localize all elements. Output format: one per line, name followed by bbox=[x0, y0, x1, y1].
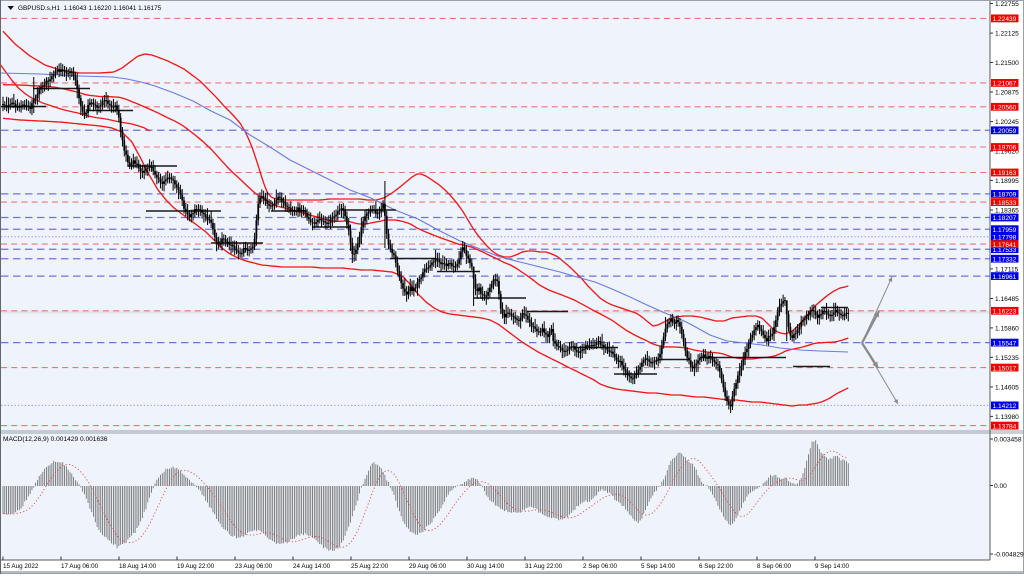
svg-text:19 Aug 22:00: 19 Aug 22:00 bbox=[177, 563, 215, 570]
svg-text:2 Sep 06:00: 2 Sep 06:00 bbox=[583, 563, 617, 570]
svg-text:1.18995: 1.18995 bbox=[995, 178, 1019, 185]
svg-text:1.17332: 1.17332 bbox=[993, 256, 1017, 263]
svg-text:1.15860: 1.15860 bbox=[995, 326, 1019, 333]
svg-text:1.22439: 1.22439 bbox=[993, 16, 1017, 23]
svg-text:1.17798: 1.17798 bbox=[993, 234, 1017, 241]
svg-text:17 Aug 06:00: 17 Aug 06:00 bbox=[61, 563, 99, 570]
svg-text:1.13784: 1.13784 bbox=[993, 423, 1017, 430]
svg-text:1.16961: 1.16961 bbox=[993, 274, 1017, 281]
svg-text:1.20059: 1.20059 bbox=[993, 128, 1017, 135]
svg-text:1.20560: 1.20560 bbox=[993, 105, 1017, 112]
svg-text:1.19163: 1.19163 bbox=[993, 170, 1017, 177]
svg-text:1.17641: 1.17641 bbox=[993, 242, 1017, 249]
svg-text:1.18207: 1.18207 bbox=[993, 215, 1017, 222]
svg-text:31 Aug 22:00: 31 Aug 22:00 bbox=[525, 563, 563, 570]
svg-text:1.19706: 1.19706 bbox=[993, 145, 1017, 152]
svg-text:1.21500: 1.21500 bbox=[995, 60, 1019, 67]
svg-text:1.16223: 1.16223 bbox=[993, 309, 1017, 316]
svg-text:1.21067: 1.21067 bbox=[993, 81, 1017, 88]
svg-text:GBPUSD.s,H1 1.16043 1.16220 1: GBPUSD.s,H1 1.16043 1.16220 1.16041 1.16… bbox=[18, 5, 162, 12]
svg-text:-0.004829: -0.004829 bbox=[994, 552, 1024, 559]
svg-text:1.15235: 1.15235 bbox=[995, 355, 1019, 362]
svg-text:1.13980: 1.13980 bbox=[995, 414, 1019, 421]
svg-text:1.14212: 1.14212 bbox=[993, 403, 1017, 410]
svg-text:1.20245: 1.20245 bbox=[995, 119, 1019, 126]
svg-text:0.003458: 0.003458 bbox=[994, 437, 1022, 444]
svg-text:MACD(12,26,9) 0.001429 0.00163: MACD(12,26,9) 0.001429 0.001636 bbox=[3, 436, 108, 443]
svg-text:1.20875: 1.20875 bbox=[995, 90, 1019, 97]
svg-text:30 Aug 14:00: 30 Aug 14:00 bbox=[467, 563, 505, 570]
svg-text:1.15547: 1.15547 bbox=[993, 340, 1017, 347]
svg-text:1.17115: 1.17115 bbox=[995, 267, 1019, 274]
svg-text:1.22125: 1.22125 bbox=[995, 31, 1019, 38]
svg-text:9 Sep 14:00: 9 Sep 14:00 bbox=[815, 563, 849, 570]
svg-text:24 Aug 14:00: 24 Aug 14:00 bbox=[293, 563, 331, 570]
svg-text:1.18709: 1.18709 bbox=[993, 192, 1017, 199]
svg-text:18 Aug 14:00: 18 Aug 14:00 bbox=[119, 563, 157, 570]
svg-text:1.22755: 1.22755 bbox=[995, 1, 1019, 8]
svg-text:1.14605: 1.14605 bbox=[995, 385, 1019, 392]
svg-text:1.18365: 1.18365 bbox=[995, 208, 1019, 215]
svg-text:0.00: 0.00 bbox=[994, 483, 1007, 490]
svg-text:6 Sep 22:00: 6 Sep 22:00 bbox=[699, 563, 733, 570]
svg-text:23 Aug 06:00: 23 Aug 06:00 bbox=[235, 563, 273, 570]
svg-text:1.18533: 1.18533 bbox=[993, 200, 1017, 207]
svg-text:1.17959: 1.17959 bbox=[993, 227, 1017, 234]
svg-text:8 Sep 06:00: 8 Sep 06:00 bbox=[757, 563, 791, 570]
svg-text:29 Aug 06:00: 29 Aug 06:00 bbox=[409, 563, 447, 570]
svg-text:25 Aug 22:00: 25 Aug 22:00 bbox=[351, 563, 389, 570]
svg-text:1.19620: 1.19620 bbox=[995, 149, 1019, 156]
svg-text:5 Sep 14:00: 5 Sep 14:00 bbox=[641, 563, 675, 570]
svg-text:1.15017: 1.15017 bbox=[993, 365, 1017, 372]
svg-text:15 Aug 2022: 15 Aug 2022 bbox=[3, 563, 39, 570]
svg-text:1.16485: 1.16485 bbox=[995, 296, 1019, 303]
svg-text:1.17533: 1.17533 bbox=[993, 247, 1017, 254]
